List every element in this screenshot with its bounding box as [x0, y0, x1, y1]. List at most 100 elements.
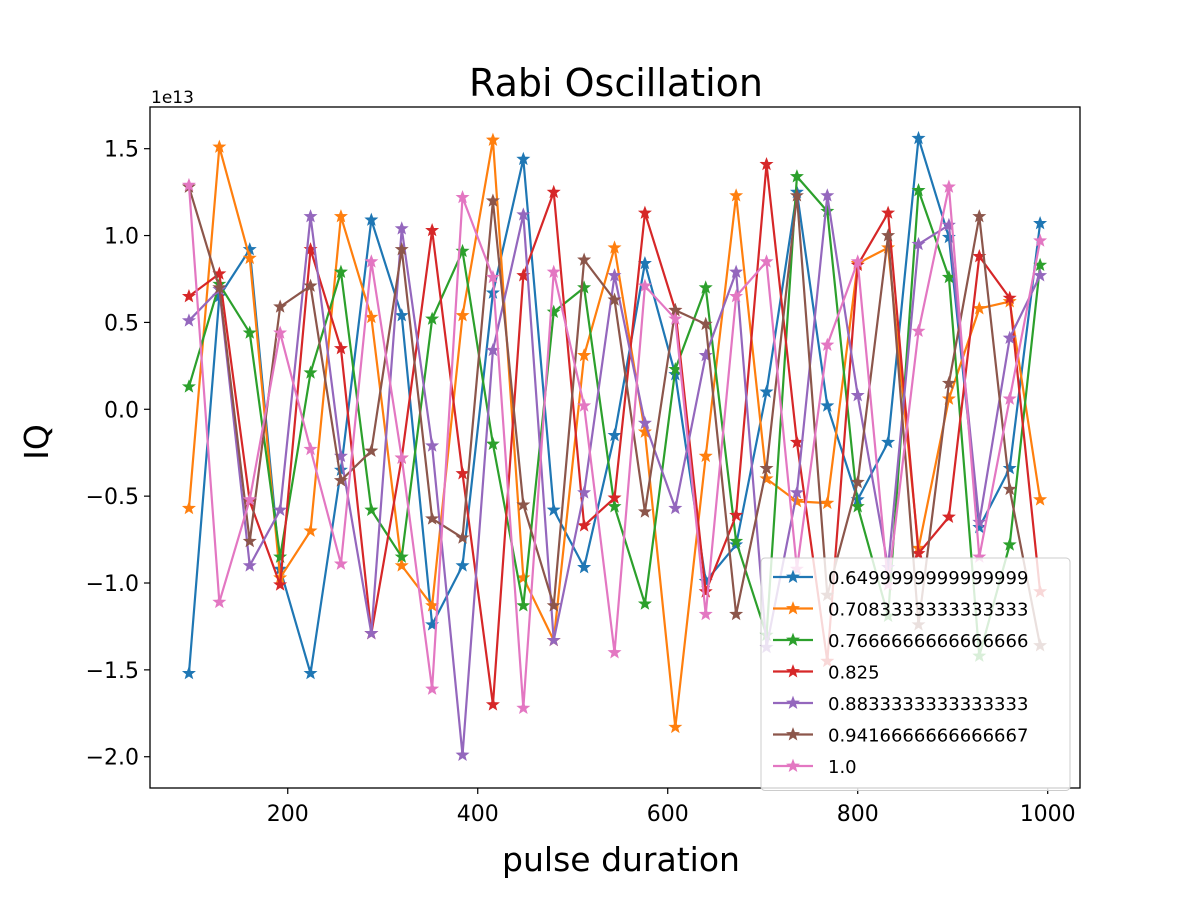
data-point [181, 379, 196, 393]
y-tick-label: −2.0 [86, 746, 139, 771]
legend-marker [786, 727, 800, 741]
data-point [789, 169, 804, 183]
series-3 [181, 169, 1048, 662]
legend-label: 0.7666666666666666 [828, 631, 1028, 652]
data-point [972, 301, 987, 315]
data-point [455, 466, 470, 480]
data-point [516, 700, 531, 715]
data-point [455, 189, 470, 204]
legend-item: 1.0 [773, 757, 857, 778]
data-point [911, 323, 926, 338]
data-point [729, 606, 744, 621]
y-tick-label: 0.5 [104, 311, 139, 336]
data-point [941, 391, 956, 405]
data-point [485, 269, 500, 284]
data-point [1002, 391, 1017, 405]
data-point [577, 348, 592, 362]
series-layer [181, 130, 1048, 761]
legend-label: 0.825 [828, 663, 880, 684]
data-point [303, 278, 318, 292]
data-point [1002, 460, 1017, 475]
data-point [607, 490, 622, 504]
legend-label: 1.0 [828, 757, 857, 778]
legend-label: 0.7083333333333333 [828, 600, 1028, 621]
data-point [607, 499, 622, 513]
data-point [1033, 492, 1048, 506]
data-point [668, 311, 683, 325]
data-point [333, 556, 348, 570]
data-point [485, 697, 500, 711]
data-point [911, 236, 926, 251]
data-point [212, 594, 227, 609]
data-point [425, 311, 440, 325]
data-point [364, 502, 379, 516]
data-point [1033, 268, 1048, 282]
data-point [698, 348, 713, 362]
data-point [516, 151, 531, 166]
data-point [607, 240, 622, 254]
data-point [273, 549, 288, 563]
data-point [516, 598, 531, 612]
data-point [941, 179, 956, 193]
data-point [637, 205, 652, 219]
data-point [577, 280, 592, 294]
data-point [698, 606, 713, 621]
data-point [850, 499, 865, 513]
data-point [911, 130, 926, 145]
y-tick-label: 1.5 [104, 138, 139, 163]
legend-item: 0.7666666666666666 [773, 631, 1028, 652]
data-point [242, 325, 257, 339]
data-point [212, 280, 227, 294]
data-point [577, 252, 592, 266]
data-point [455, 747, 470, 761]
data-point [668, 500, 683, 515]
data-point [577, 485, 592, 499]
data-point [729, 289, 744, 303]
data-point [789, 493, 804, 508]
data-point [820, 337, 835, 351]
data-point [425, 681, 440, 695]
data-point [242, 558, 257, 572]
data-point [729, 264, 744, 278]
data-point [333, 462, 348, 477]
legend-marker [786, 664, 800, 678]
data-point [212, 139, 227, 153]
data-point [668, 719, 683, 734]
legend-item: 0.6499999999999999 [773, 568, 1028, 589]
series-6 [181, 179, 1048, 652]
data-point [546, 264, 561, 278]
data-point [546, 184, 561, 199]
data-point [820, 188, 835, 202]
data-point [333, 264, 348, 278]
data-point [364, 212, 379, 226]
data-point [941, 375, 956, 390]
data-point [577, 518, 592, 532]
data-point [850, 388, 865, 402]
data-point [759, 156, 774, 171]
y-axis-offset-label: 1e13 [151, 88, 194, 108]
x-tick-label: 600 [647, 802, 689, 827]
data-point [516, 497, 531, 511]
y-tick-label: 0.0 [104, 398, 139, 423]
data-point [637, 415, 652, 430]
plot-frame [149, 106, 1081, 789]
data-point [972, 514, 987, 529]
data-point [850, 474, 865, 489]
data-point [394, 308, 409, 322]
data-point [637, 596, 652, 610]
data-point [455, 308, 470, 322]
data-point [242, 492, 257, 506]
data-point [698, 584, 713, 598]
data-point [181, 177, 196, 192]
data-point [425, 511, 440, 525]
data-point [881, 205, 896, 219]
data-point [698, 316, 713, 331]
y-axis-ticks: −2.0 −1.5 −1.0 −0.5 0.0 0.5 1.0 1.5 [86, 138, 150, 771]
data-point [333, 341, 348, 355]
data-point [1033, 233, 1048, 247]
data-point [546, 632, 561, 647]
legend-label: 0.9416666666666667 [828, 726, 1028, 747]
data-point [759, 460, 774, 475]
data-point [303, 665, 318, 680]
data-point [455, 530, 470, 544]
